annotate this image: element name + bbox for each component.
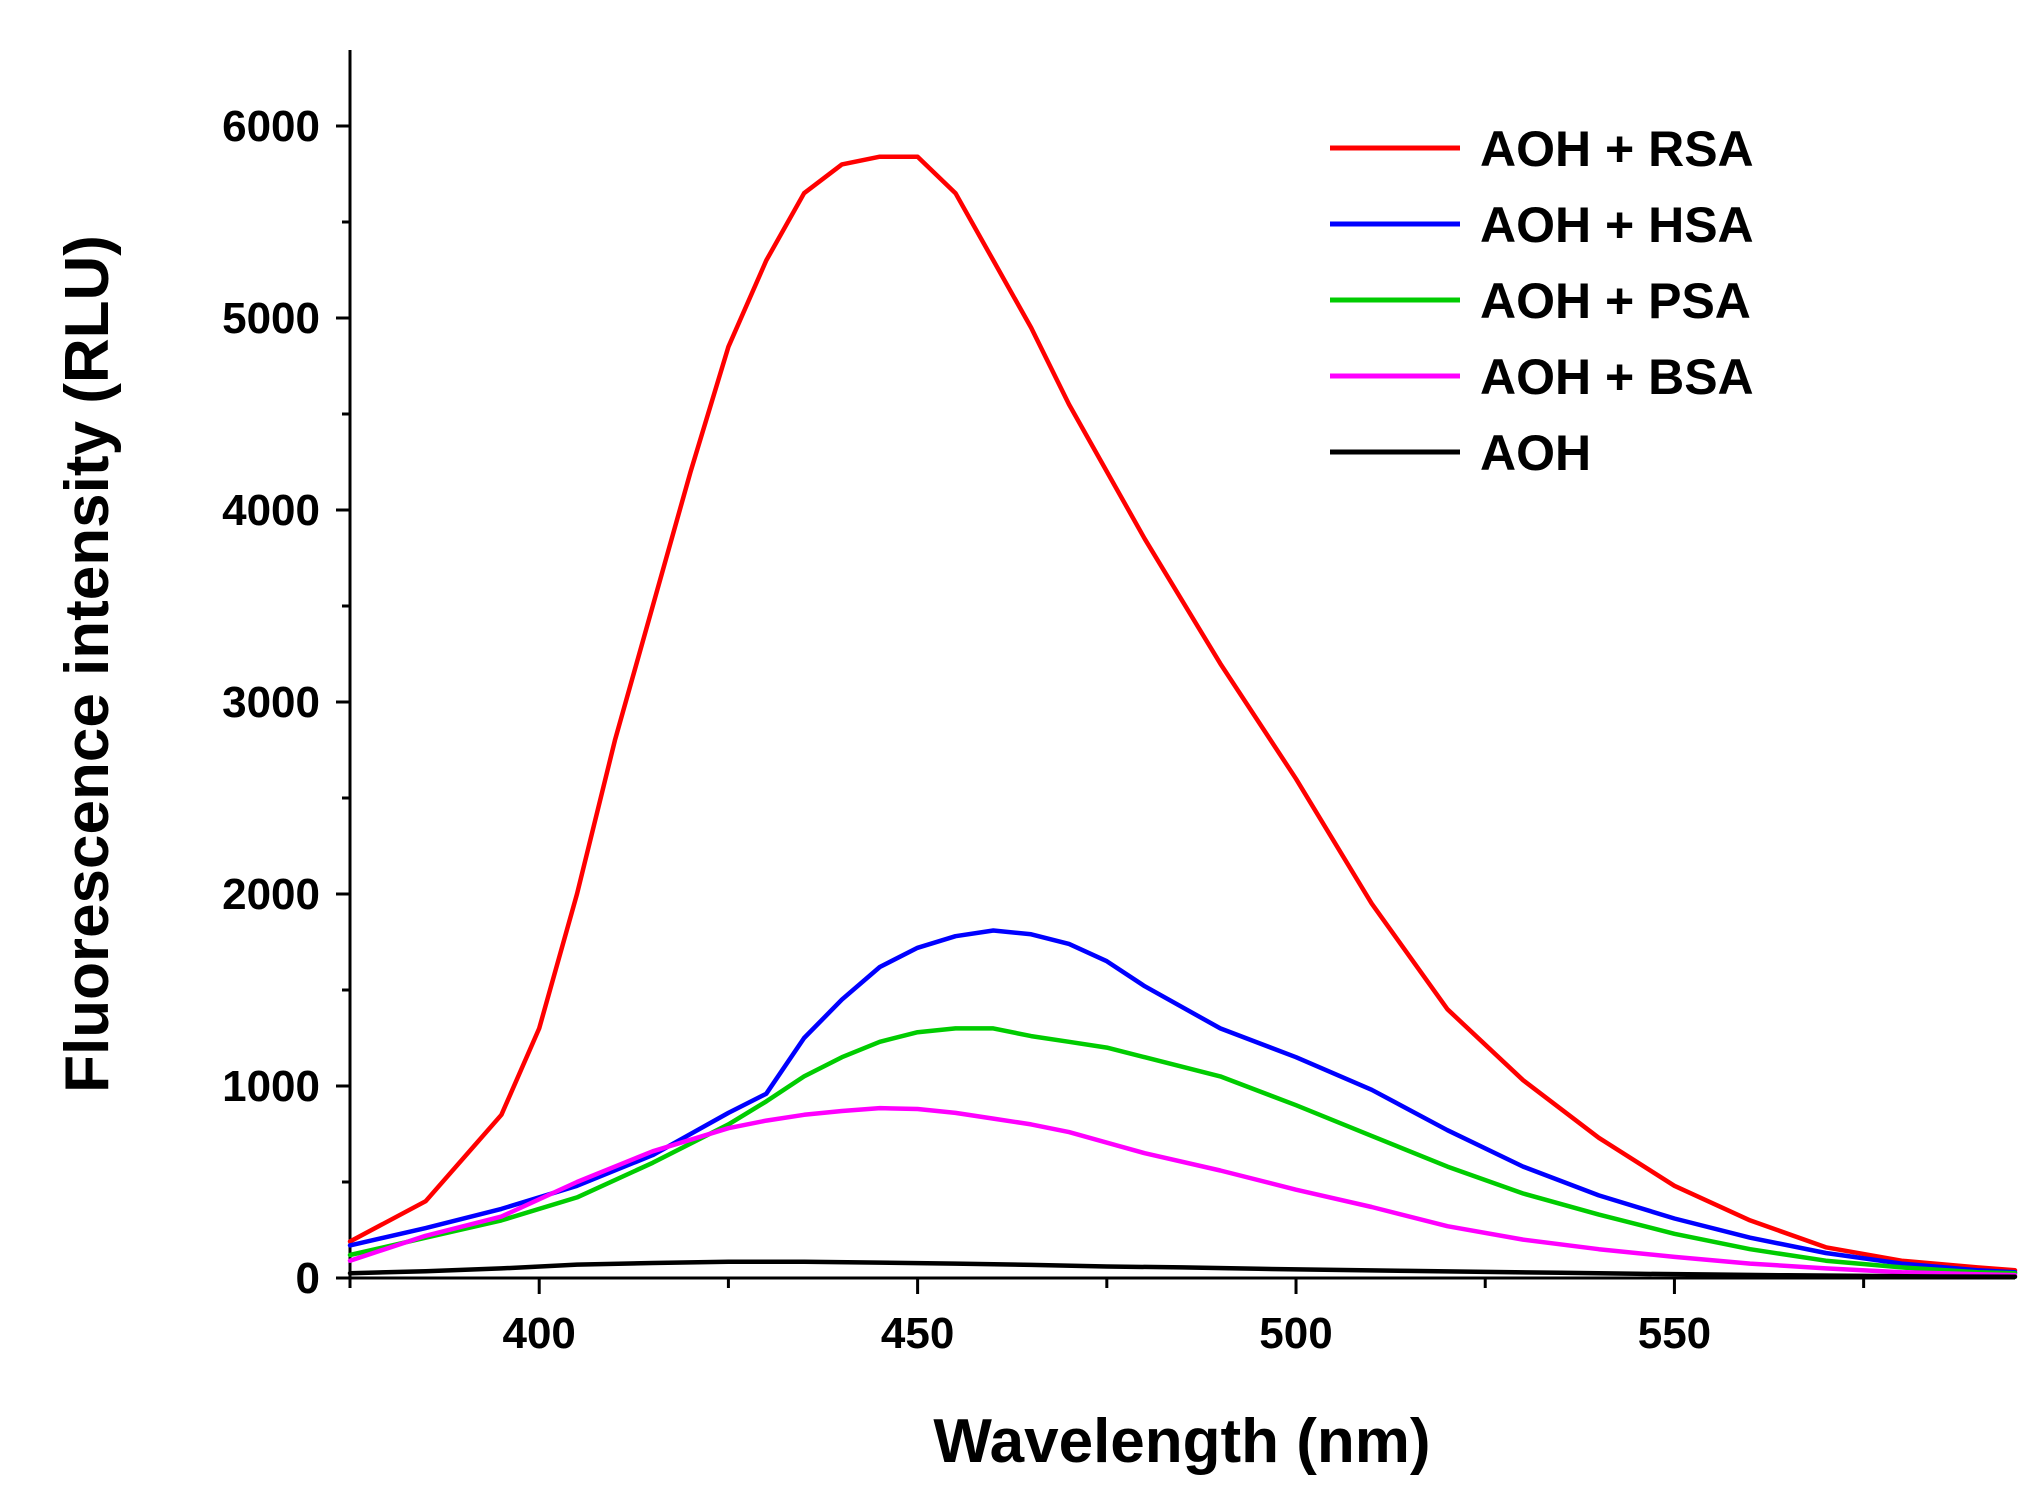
series-line-aoh-rsa xyxy=(347,154,2018,1273)
y-tick-label: 2000 xyxy=(222,870,320,919)
legend-label: AOH + HSA xyxy=(1480,197,1754,253)
series-line-aoh-psa xyxy=(347,1026,2018,1276)
y-tick-label: 1000 xyxy=(222,1062,320,1111)
series-line-aoh-bsa xyxy=(347,1105,2018,1278)
ticks: 0 1000 2000 3000 4000 5000 6000 400 450 500 550 xyxy=(222,102,1866,1358)
legend-label: AOH + BSA xyxy=(1480,349,1754,405)
x-axis-title: Wavelength (nm) xyxy=(933,1407,1430,1476)
series-line-aoh xyxy=(347,1259,2018,1280)
legend-label: AOH + PSA xyxy=(1480,273,1751,329)
y-tick-label: 0 xyxy=(296,1254,320,1303)
y-axis-title: Fluorescence intensity (RLU) xyxy=(53,235,122,1093)
x-tick-label: 450 xyxy=(881,1309,954,1358)
x-tick-label: 500 xyxy=(1259,1309,1332,1358)
y-tick-label: 6000 xyxy=(222,102,320,151)
legend-label: AOH + RSA xyxy=(1480,121,1754,177)
axes xyxy=(348,50,2015,1280)
x-tick-label: 550 xyxy=(1638,1309,1711,1358)
x-tick-label: 400 xyxy=(502,1309,575,1358)
legend: AOH + RSA AOH + HSA AOH + PSA AOH + BSA AOH xyxy=(1330,121,1754,481)
legend-label: AOH xyxy=(1480,425,1591,481)
series-line-aoh-hsa xyxy=(347,928,2018,1275)
y-tick-label: 4000 xyxy=(222,486,320,535)
series-lines xyxy=(347,154,2018,1280)
y-tick-label: 5000 xyxy=(222,294,320,343)
y-tick-label: 3000 xyxy=(222,678,320,727)
